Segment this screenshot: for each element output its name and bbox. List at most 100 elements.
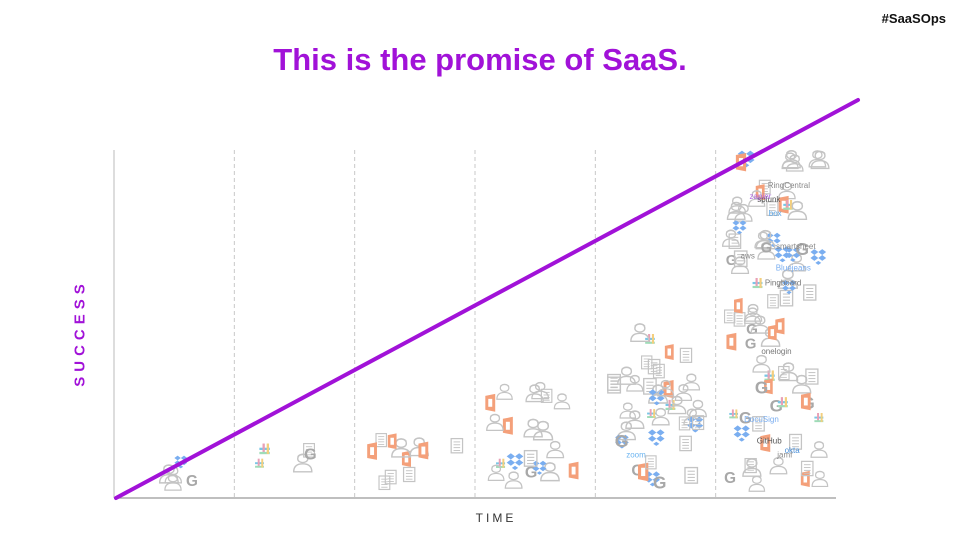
person-icon <box>630 323 650 342</box>
slide-title: This is the promise of SaaS. <box>273 42 687 77</box>
document-icon <box>800 460 814 477</box>
person-icon <box>617 366 636 385</box>
person-icon <box>292 453 313 473</box>
dropbox-icon <box>810 249 827 265</box>
google-g-icon: G <box>653 472 666 492</box>
office-icon <box>367 442 377 460</box>
document-icon <box>733 250 748 268</box>
google-g-icon: G <box>186 473 198 490</box>
document-icon <box>728 233 742 250</box>
person-icon <box>748 190 766 207</box>
person-icon <box>769 456 788 475</box>
office-icon <box>800 470 810 487</box>
slack-icon <box>814 413 824 423</box>
person-icon <box>496 383 513 400</box>
document-icon <box>684 466 699 484</box>
person-icon <box>787 200 808 221</box>
document-icon <box>540 388 553 403</box>
person-icon <box>626 374 644 392</box>
person-icon <box>728 196 747 214</box>
document-icon <box>779 289 794 307</box>
office-icon <box>734 298 743 314</box>
person-icon <box>651 407 670 426</box>
app-label: GitHub <box>757 437 782 446</box>
document-icon <box>803 284 817 301</box>
person-icon <box>743 303 763 322</box>
person-icon <box>810 441 828 458</box>
google-g-icon: G <box>761 240 772 256</box>
person-icon <box>164 473 182 491</box>
document-icon <box>607 373 621 391</box>
office-icon <box>387 433 397 450</box>
person-icon <box>674 384 693 401</box>
slack-icon <box>647 409 656 418</box>
person-icon <box>546 440 565 459</box>
document-icon <box>378 475 391 491</box>
document-icon <box>805 368 819 385</box>
office-icon <box>568 461 579 480</box>
app-label: onelogin <box>761 347 791 356</box>
document-icon <box>733 312 746 327</box>
person-icon <box>682 373 701 391</box>
x-axis-label: TIME <box>475 511 517 525</box>
slack-icon <box>259 443 270 455</box>
hashtag: #SaaSOps <box>881 11 946 26</box>
document-icon <box>724 309 736 324</box>
document-icon <box>652 363 665 379</box>
document-icon <box>641 355 653 370</box>
google-g-icon: G <box>745 336 757 352</box>
person-icon <box>688 399 707 418</box>
dropbox-icon <box>615 434 629 449</box>
person-icon <box>504 471 523 489</box>
app-label: Pingboard <box>765 278 801 287</box>
person-icon <box>486 413 504 431</box>
person-icon <box>523 418 543 438</box>
document-icon <box>752 416 765 432</box>
person-icon <box>722 229 740 247</box>
google-g-icon: G <box>726 253 737 269</box>
document-icon <box>679 347 693 363</box>
app-label: okta <box>785 446 801 455</box>
document-icon <box>679 435 692 452</box>
person-icon <box>619 402 637 419</box>
document-icon <box>767 294 779 309</box>
person-icon <box>726 201 746 221</box>
google-g-icon: G <box>615 431 629 451</box>
person-icon <box>744 307 762 324</box>
office-icon <box>764 378 773 395</box>
dropbox-icon <box>733 425 750 442</box>
app-label: jamf <box>776 450 793 459</box>
column-dividers <box>233 150 717 498</box>
document-icon <box>402 466 416 483</box>
office-icon <box>502 416 513 435</box>
person-icon <box>525 384 544 403</box>
person-icon <box>553 393 571 410</box>
app-label: splunk <box>757 195 781 204</box>
app-label: box <box>769 209 782 218</box>
google-g-icon: G <box>304 446 317 464</box>
person-icon <box>810 150 830 170</box>
document-icon <box>645 455 657 470</box>
app-label: zapier <box>750 192 772 201</box>
trend-line <box>114 98 860 500</box>
person-icon <box>778 182 796 200</box>
person-icon <box>487 464 505 481</box>
document-icon <box>384 469 397 485</box>
slack-icon <box>729 409 739 419</box>
google-g-icon: G <box>770 396 783 415</box>
document-icon <box>788 433 803 450</box>
person-icon <box>811 470 829 488</box>
office-icon <box>664 344 674 360</box>
person-icon <box>391 438 412 458</box>
person-icon <box>752 354 771 373</box>
office-icon <box>418 441 429 460</box>
google-g-icon: G <box>795 239 809 259</box>
google-g-icon: G <box>755 377 768 397</box>
person-icon <box>748 475 766 492</box>
app-label: Bluejeans <box>776 263 811 272</box>
document-icon <box>303 442 316 458</box>
office-icon <box>726 332 737 351</box>
person-icon <box>625 410 645 429</box>
google-g-icon: G <box>724 470 736 487</box>
